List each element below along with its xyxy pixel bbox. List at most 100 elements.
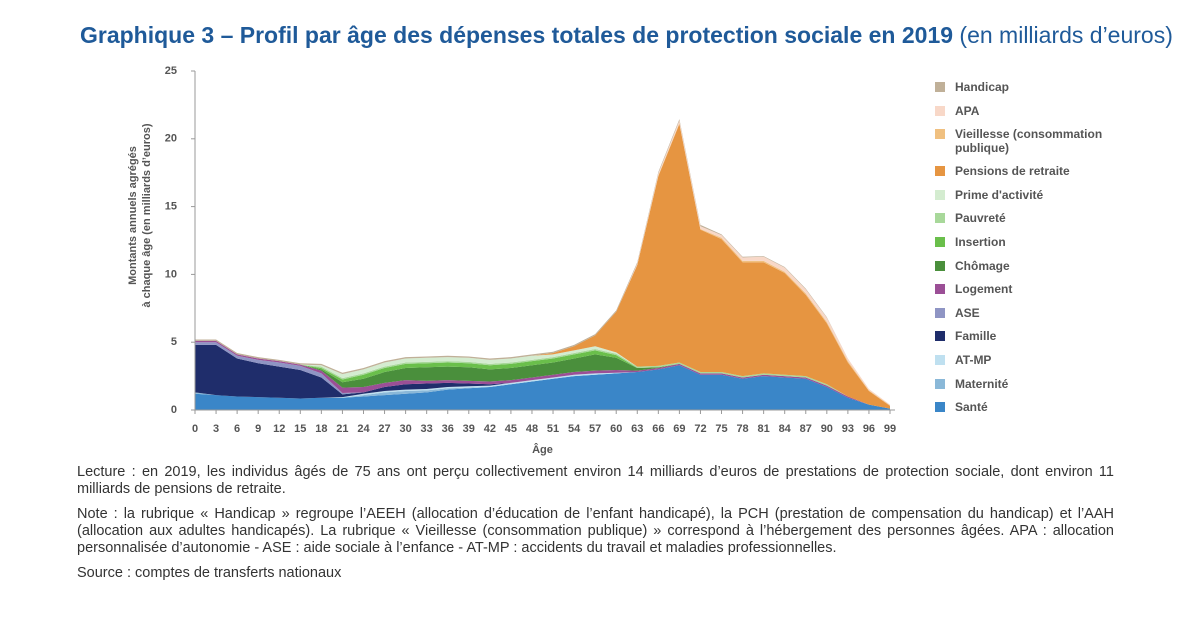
x-tick-label: 96 <box>863 423 875 435</box>
legend-swatch <box>935 236 945 247</box>
x-tick-label: 30 <box>399 423 411 435</box>
legend-swatch <box>935 378 945 389</box>
legend-item: Maternité <box>935 377 1125 401</box>
legend-item: Logement <box>935 282 1125 306</box>
legend-label: Santé <box>955 400 988 415</box>
x-tick-label: 75 <box>715 423 727 435</box>
legend-item: Pensions de retraite <box>935 164 1125 188</box>
legend-label: Handicap <box>955 80 1010 94</box>
x-tick-label: 9 <box>255 423 261 435</box>
legend-label: Logement <box>955 282 1013 297</box>
x-tick-label: 24 <box>357 423 370 435</box>
legend-item: Chômage <box>935 259 1125 283</box>
legend-label: Chômage <box>955 258 1010 273</box>
x-tick-label: 90 <box>821 423 833 435</box>
y-tick-label: 0 <box>171 404 177 416</box>
chart-subtitle: (en milliards d’euros) <box>959 22 1173 48</box>
legend-swatch <box>935 105 945 116</box>
y-tick-label: 25 <box>165 65 177 77</box>
legend-item: Santé <box>935 400 1125 424</box>
legend-swatch <box>935 307 945 318</box>
x-tick-label: 84 <box>779 423 792 435</box>
legend-label: Famille <box>955 329 997 344</box>
legend-label: Insertion <box>955 234 1006 249</box>
legend-swatch <box>935 354 945 365</box>
area <box>195 340 890 409</box>
x-tick-label: 21 <box>336 423 348 435</box>
note: Source : comptes de transferts nationaux <box>77 565 342 581</box>
title-block: Graphique 3 – Profil par âge des dépense… <box>80 22 1173 49</box>
legend-item: AT-MP <box>935 353 1125 377</box>
legend-swatch <box>935 166 945 177</box>
y-tick-label: 15 <box>165 201 177 213</box>
x-tick-label: 57 <box>589 423 601 435</box>
y-tick-label: 10 <box>165 268 177 280</box>
x-tick-label: 81 <box>758 423 770 435</box>
legend-swatch <box>935 284 945 295</box>
legend-swatch <box>935 82 945 92</box>
legend-swatch <box>935 189 945 200</box>
notes: Lecture : en 2019, les individus âgés de… <box>77 464 1114 590</box>
x-tick-label: 72 <box>694 423 706 435</box>
area <box>195 365 890 410</box>
y-tick-label: 5 <box>171 336 177 348</box>
area <box>195 344 890 409</box>
legend-label: Maternité <box>955 376 1009 391</box>
legend-item: Insertion <box>935 235 1125 259</box>
legend-label: ASE <box>955 305 980 320</box>
area <box>195 340 890 409</box>
note: Lecture : en 2019, les individus âgés de… <box>77 464 1114 497</box>
chart-title: Graphique 3 – Profil par âge des dépense… <box>80 22 954 48</box>
x-tick-label: 45 <box>505 423 517 435</box>
legend: Handicap APA Vieillesse (consommation publ… <box>935 80 1125 424</box>
legend-swatch <box>935 402 945 413</box>
x-tick-label: 63 <box>631 423 643 435</box>
y-axis-label: Montants annuels agrégés <box>127 146 139 285</box>
x-tick-label: 3 <box>213 423 219 435</box>
legend-item: Vieillesse (consommation publique) <box>935 127 1125 164</box>
y-axis-label: à chaque âge (en milliards d’euros) <box>141 123 153 307</box>
x-tick-label: 69 <box>673 423 685 435</box>
legend-item: Famille <box>935 329 1125 353</box>
x-tick-label: 51 <box>547 423 559 435</box>
x-axis-label: Âge <box>532 443 553 456</box>
x-tick-label: 93 <box>842 423 854 435</box>
x-tick-label: 48 <box>526 423 538 435</box>
x-tick-label: 78 <box>736 423 748 435</box>
legend-item: Pauvreté <box>935 211 1125 235</box>
x-tick-label: 87 <box>800 423 812 435</box>
x-tick-label: 54 <box>568 423 581 435</box>
x-tick-label: 12 <box>273 423 285 435</box>
x-tick-label: 99 <box>884 423 896 435</box>
legend-item: Prime d'activité <box>935 188 1125 212</box>
x-tick-label: 27 <box>378 423 390 435</box>
x-tick-label: 42 <box>484 423 496 435</box>
legend-swatch <box>935 129 945 140</box>
x-tick-label: 60 <box>610 423 622 435</box>
legend-swatch <box>935 331 945 342</box>
x-tick-label: 33 <box>421 423 433 435</box>
x-tick-label: 0 <box>192 423 198 435</box>
area <box>195 123 890 409</box>
x-tick-label: 15 <box>294 423 306 435</box>
legend-item: APA <box>935 104 1125 128</box>
legend-label: Prime d'activité <box>955 187 1044 202</box>
legend-label: Pensions de retraite <box>955 164 1070 179</box>
note: Note : la rubrique « Handicap » regroupe… <box>77 506 1114 556</box>
x-tick-label: 6 <box>234 423 240 435</box>
y-tick-label: 20 <box>165 133 177 145</box>
legend-label: AT-MP <box>955 352 992 367</box>
legend-item: Handicap <box>935 80 1125 104</box>
x-tick-label: 39 <box>463 423 475 435</box>
legend-label: Vieillesse (consommation publique) <box>955 127 1103 156</box>
legend-swatch <box>935 260 945 271</box>
legend-label: APA <box>955 103 980 118</box>
x-tick-label: 66 <box>652 423 664 435</box>
x-tick-label: 18 <box>315 423 327 435</box>
legend-label: Pauvreté <box>955 211 1006 226</box>
legend-item: ASE <box>935 306 1125 330</box>
legend-swatch <box>935 213 945 224</box>
x-tick-label: 36 <box>442 423 454 435</box>
